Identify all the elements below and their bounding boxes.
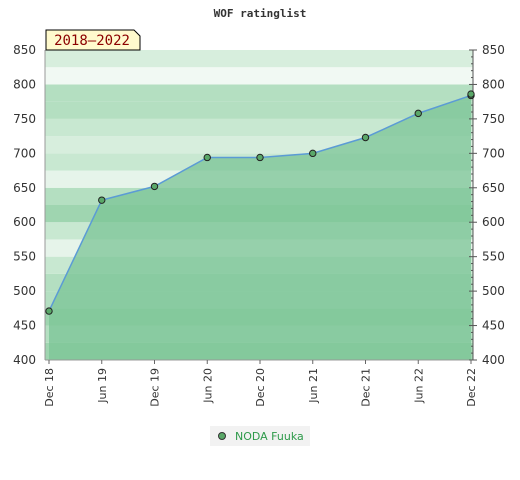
legend-label: NODA Fuuka [235, 430, 304, 443]
x-tick-label: Jun 22 [412, 368, 425, 404]
series-area [49, 95, 471, 360]
x-tick-label: Dec 18 [43, 368, 56, 407]
y-tick-label-left: 850 [13, 43, 36, 57]
data-point [361, 133, 370, 142]
legend-marker-icon [218, 432, 226, 440]
y-tick-label-right: 800 [482, 77, 505, 91]
x-tick-label: Jun 19 [96, 368, 109, 404]
year-range-badge: 2018–2022 [45, 29, 141, 51]
data-point [45, 307, 53, 315]
y-tick-label-right: 650 [482, 181, 505, 195]
background-band [45, 101, 473, 119]
x-tick-label: Jun 20 [201, 368, 214, 404]
x-tick-label: Dec 22 [465, 368, 478, 407]
data-point [98, 196, 106, 204]
x-tick-label: Dec 19 [149, 368, 162, 407]
y-tick-label-right: 700 [482, 146, 505, 160]
data-point [150, 182, 159, 191]
y-tick-label-left: 750 [13, 112, 36, 126]
y-tick-label-left: 700 [13, 146, 36, 160]
y-tick-label-left: 800 [13, 77, 36, 91]
y-tick-label-left: 550 [13, 250, 36, 264]
x-tick-label: Dec 20 [254, 368, 267, 407]
y-tick-label-right: 450 [482, 319, 505, 333]
x-tick-label: Dec 21 [360, 368, 373, 407]
background-band [45, 84, 473, 102]
axes [44, 50, 474, 361]
legend: NODA Fuuka [210, 426, 310, 446]
background-band [45, 50, 473, 68]
y-tick-label-left: 600 [13, 215, 36, 229]
x-ticks: Dec 18 Jun 19 Dec 19 Jun 20 Dec 20 Jun 21 Dec … [43, 360, 478, 407]
background-band [45, 67, 473, 85]
y-tick-label-right: 750 [482, 112, 505, 126]
badge-label: 2018–2022 [54, 33, 130, 49]
legend-box [210, 426, 310, 446]
y-tick-label-right: 550 [482, 250, 505, 264]
y-tick-label-left: 500 [13, 284, 36, 298]
y-ticks-right: 400 450 500 550 600 650 700 750 800 850 [469, 43, 505, 367]
data-point [309, 149, 317, 158]
y-tick-label-right: 500 [482, 284, 505, 298]
x-tick-label: Jun 21 [307, 368, 320, 404]
background-band [45, 118, 473, 137]
data-point [256, 153, 264, 162]
data-point [467, 90, 475, 98]
y-tick-label-right: 400 [482, 353, 505, 367]
data-points [45, 90, 475, 315]
badge-box [45, 29, 141, 51]
data-point [414, 109, 422, 118]
data-point [203, 153, 211, 162]
y-ticks-left: 400 450 500 550 600 650 700 750 800 850 [13, 43, 36, 367]
y-tick-label-right: 600 [482, 215, 505, 229]
y-tick-label-left: 650 [13, 181, 36, 195]
y-tick-label-right: 850 [482, 43, 505, 57]
y-tick-label-left: 400 [13, 353, 36, 367]
chart-title: WOF ratinglist [214, 7, 307, 20]
y-tick-label-left: 450 [13, 319, 36, 333]
